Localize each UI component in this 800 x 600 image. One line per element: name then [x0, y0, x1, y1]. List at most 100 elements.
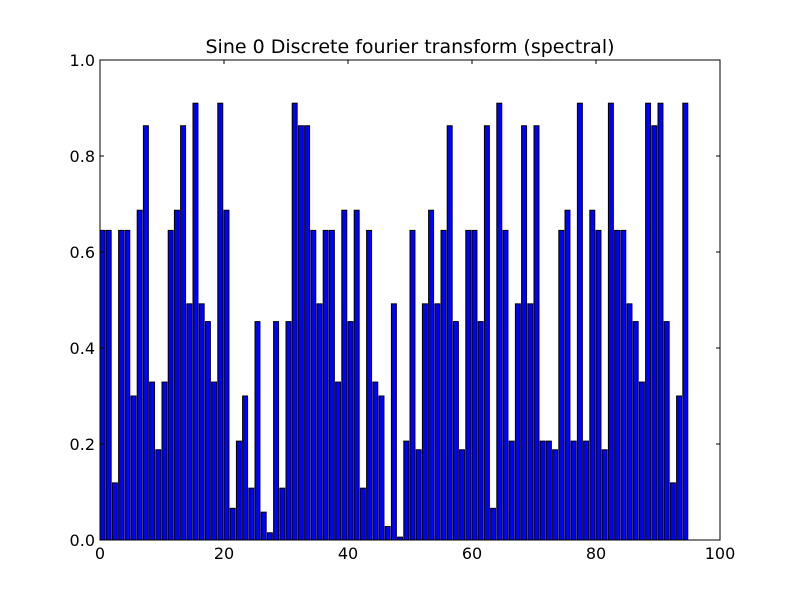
bars-group: [99, 102, 689, 541]
bar: [452, 321, 459, 541]
bar: [328, 229, 335, 541]
bar: [384, 526, 391, 541]
bar: [254, 321, 261, 541]
bar: [273, 321, 280, 541]
bar: [403, 440, 410, 541]
bar: [620, 229, 627, 541]
bar: [583, 440, 590, 541]
bar: [118, 229, 125, 541]
bar: [242, 395, 249, 541]
plot-frame: [99, 59, 721, 541]
bar: [514, 303, 521, 541]
bar: [229, 507, 236, 541]
bar: [421, 303, 428, 541]
x-tick-label: 80: [586, 544, 606, 563]
bar: [490, 507, 497, 541]
bar: [105, 229, 112, 541]
bar: [359, 487, 366, 541]
bar: [632, 321, 639, 541]
bar: [192, 102, 199, 541]
bar: [663, 321, 670, 541]
bar: [266, 532, 273, 541]
bar: [186, 303, 193, 541]
bar: [285, 321, 292, 541]
bar: [297, 125, 304, 541]
bar: [111, 482, 118, 541]
bar: [142, 125, 149, 541]
chart-title: Sine 0 Discrete fourier transform (spect…: [205, 36, 614, 58]
y-tick-label: 0.8: [70, 147, 95, 166]
bar: [130, 395, 137, 541]
x-tick-label: 100: [705, 544, 736, 563]
bar: [471, 229, 478, 541]
bar: [545, 440, 552, 541]
bar: [614, 229, 621, 541]
bar: [372, 381, 379, 541]
bar: [465, 229, 472, 541]
bar: [353, 209, 360, 541]
bar: [279, 487, 286, 541]
bar: [508, 440, 515, 541]
bar: [316, 303, 323, 541]
bar: [638, 381, 645, 541]
bar: [539, 440, 546, 541]
bar: [415, 449, 422, 541]
bar: [483, 125, 490, 541]
bar: [570, 440, 577, 541]
bar: [645, 102, 652, 541]
bar: [533, 125, 540, 541]
y-tick-label: 0.4: [70, 339, 95, 358]
bar: [589, 209, 596, 541]
bar: [459, 449, 466, 541]
bar: [173, 209, 180, 541]
x-tick-label: 40: [338, 544, 358, 563]
bar: [180, 125, 187, 541]
bar: [223, 209, 230, 541]
bar: [601, 449, 608, 541]
bar: [347, 321, 354, 541]
bar: [167, 229, 174, 541]
bar: [564, 209, 571, 541]
bar: [595, 229, 602, 541]
bar: [552, 449, 559, 541]
bar: [211, 381, 218, 541]
bar: [248, 487, 255, 541]
bar: [124, 229, 131, 541]
bar: [322, 229, 329, 541]
bar: [657, 102, 664, 541]
x-tick-label: 60: [462, 544, 482, 563]
bar: [335, 381, 342, 541]
y-tick-label: 0.2: [70, 435, 95, 454]
bar: [341, 209, 348, 541]
y-tick-label: 0.0: [70, 531, 95, 550]
bar: [607, 102, 614, 541]
bar: [378, 395, 385, 541]
bar: [527, 303, 534, 541]
bar: [390, 303, 397, 541]
bar: [440, 229, 447, 541]
x-tick-label: 0: [95, 544, 105, 563]
bar: [155, 449, 162, 541]
bar: [446, 125, 453, 541]
bar: [149, 381, 156, 541]
bar: [676, 395, 683, 541]
bar: [682, 102, 689, 541]
bar: [502, 229, 509, 541]
bar: [576, 102, 583, 541]
bar: [434, 303, 441, 541]
bar: [558, 229, 565, 541]
bar: [136, 209, 143, 541]
bar: [496, 102, 503, 541]
bar: [217, 102, 224, 541]
bar: [291, 102, 298, 541]
bar: [99, 229, 106, 541]
bar: [161, 381, 168, 541]
y-tick-label: 0.6: [70, 243, 95, 262]
bar: [409, 229, 416, 541]
bar: [260, 511, 267, 541]
bar: [651, 125, 658, 541]
bar: [235, 440, 242, 541]
bar: [428, 209, 435, 541]
bar: [304, 125, 311, 541]
